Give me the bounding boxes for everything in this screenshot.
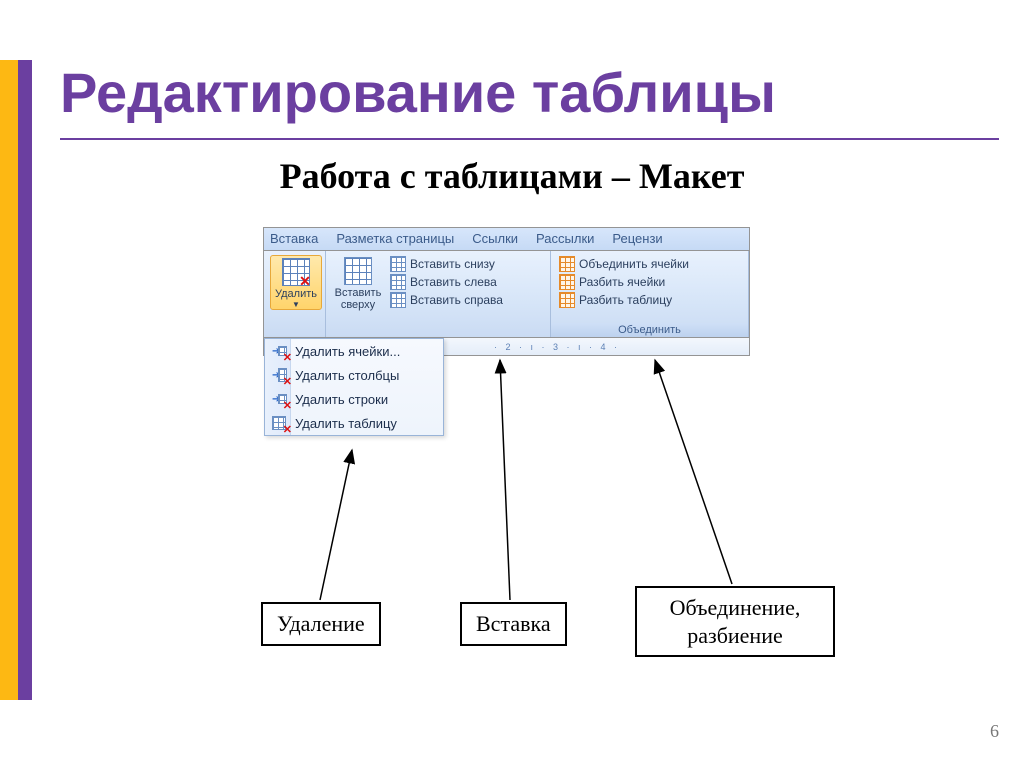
grid-icon xyxy=(390,256,406,272)
merge-cells-icon xyxy=(559,256,575,272)
menu-item-label: Удалить таблицу xyxy=(295,416,397,431)
insert-above-label: Вставить сверху xyxy=(335,287,382,311)
ribbon-tabs: Вставка Разметка страницы Ссылки Рассылк… xyxy=(263,227,750,250)
merge-group-label: Объединить xyxy=(551,323,748,337)
insert-above-button[interactable]: Вставить сверху xyxy=(332,255,384,335)
callout-delete: Удаление xyxy=(261,602,381,646)
menu-item-delete-columns[interactable]: ➔✕ Удалить столбцы xyxy=(265,363,443,387)
delete-button-label: Удалить xyxy=(275,288,317,300)
ribbon-group-merge: Объединить ячейки Разбить ячейки Разбить… xyxy=(551,251,749,337)
split-table-label: Разбить таблицу xyxy=(579,293,672,307)
delete-dropdown-menu: ➔✕ Удалить ячейки... ➔✕ Удалить столбцы … xyxy=(264,338,444,436)
insert-above-icon xyxy=(344,257,372,285)
split-cells-icon xyxy=(559,274,575,290)
ribbon-body: ✕ Удалить ▼ Вставить сверху Вставить сни… xyxy=(263,250,750,338)
delete-button[interactable]: ✕ Удалить ▼ xyxy=(270,255,322,310)
insert-below-label: Вставить снизу xyxy=(410,257,495,271)
ribbon-screenshot: Вставка Разметка страницы Ссылки Рассылк… xyxy=(263,227,750,356)
delete-columns-icon: ➔✕ xyxy=(271,367,287,383)
split-table-icon xyxy=(559,292,575,308)
menu-item-delete-cells[interactable]: ➔✕ Удалить ячейки... xyxy=(265,339,443,363)
insert-right-label: Вставить справа xyxy=(410,293,503,307)
menu-item-delete-table[interactable]: ✕ Удалить таблицу xyxy=(265,411,443,435)
ribbon-group-delete: ✕ Удалить ▼ xyxy=(264,251,326,337)
title-underline xyxy=(60,138,999,140)
delete-table-icon: ✕ xyxy=(282,258,310,286)
ribbon-tab[interactable]: Рассылки xyxy=(536,231,594,246)
dropdown-arrow-icon: ▼ xyxy=(292,300,300,309)
ribbon-tab[interactable]: Вставка xyxy=(270,231,318,246)
page-number: 6 xyxy=(990,721,999,742)
callout-insert: Вставка xyxy=(460,602,567,646)
delete-cells-icon: ➔✕ xyxy=(271,343,287,359)
menu-item-label: Удалить строки xyxy=(295,392,388,407)
delete-table-icon: ✕ xyxy=(271,415,287,431)
menu-item-label: Удалить столбцы xyxy=(295,368,399,383)
slide-title: Редактирование таблицы xyxy=(60,60,776,125)
red-x-icon: ✕ xyxy=(298,274,312,288)
split-cells-label: Разбить ячейки xyxy=(579,275,665,289)
ribbon-tab[interactable]: Разметка страницы xyxy=(336,231,454,246)
split-table-button[interactable]: Разбить таблицу xyxy=(557,291,742,309)
insert-right-button[interactable]: Вставить справа xyxy=(388,291,544,309)
ribbon-tab[interactable]: Рецензи xyxy=(612,231,662,246)
split-cells-button[interactable]: Разбить ячейки xyxy=(557,273,742,291)
menu-item-delete-rows[interactable]: ➔✕ Удалить строки xyxy=(265,387,443,411)
ribbon-tab[interactable]: Ссылки xyxy=(472,231,518,246)
menu-item-label: Удалить ячейки... xyxy=(295,344,400,359)
grid-icon xyxy=(390,292,406,308)
merge-cells-label: Объединить ячейки xyxy=(579,257,689,271)
delete-rows-icon: ➔✕ xyxy=(271,391,287,407)
insert-left-button[interactable]: Вставить слева xyxy=(388,273,544,291)
slide-subtitle: Работа с таблицами – Макет xyxy=(0,155,1024,197)
insert-below-button[interactable]: Вставить снизу xyxy=(388,255,544,273)
ribbon-group-rowscols: Вставить сверху Вставить снизу Вставить … xyxy=(326,251,551,337)
grid-icon xyxy=(390,274,406,290)
insert-left-label: Вставить слева xyxy=(410,275,497,289)
callout-merge: Объединение, разбиение xyxy=(635,586,835,657)
merge-cells-button[interactable]: Объединить ячейки xyxy=(557,255,742,273)
